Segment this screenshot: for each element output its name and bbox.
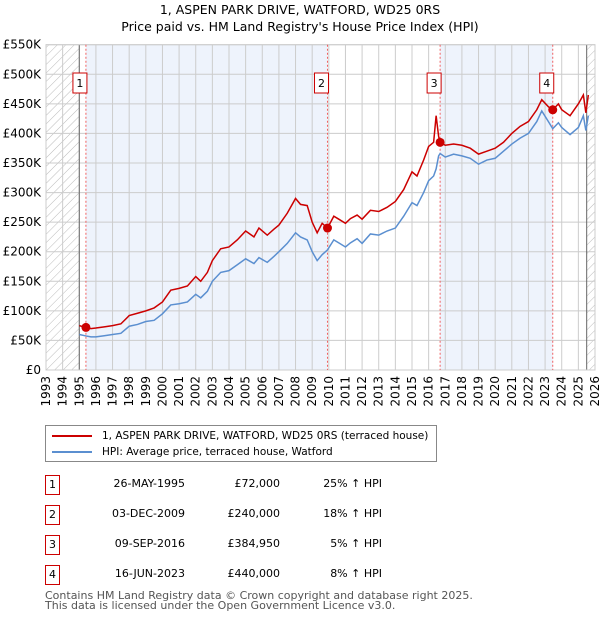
sale-price: £440,000 [227,567,281,580]
x-tick-label: 2001 [172,376,186,407]
y-tick-label: £400K [3,126,43,140]
sale-label-box [539,72,555,94]
sale-hpi-diff: 8% ↑ HPI [330,567,382,580]
shaded-ownership-period [440,44,553,370]
legend-label: 1, ASPEN PARK DRIVE, WATFORD, WD25 0RS (… [102,430,429,442]
sale-number-badge: 1 [45,475,60,495]
y-tick-label: £200K [3,245,43,259]
sale-price: £72,000 [234,477,281,490]
sale-row: 3 09-SEP-2016 £384,950 5% ↑ HPI [45,535,465,555]
x-tick-label: 2019 [472,376,486,407]
sale-label-box [313,72,329,94]
x-tick-label: 2000 [155,376,169,407]
x-tick-label: 2007 [272,376,286,407]
sale-date: 03-DEC-2009 [111,507,185,520]
x-tick-label: 2025 [571,376,585,407]
x-tick-label: 2021 [505,376,519,407]
x-tick-label: 2004 [222,376,236,407]
y-tick-label: £500K [3,67,43,81]
sale-number-badge: 2 [45,505,60,525]
x-tick-label: 1993 [39,376,53,407]
x-tick-label: 1997 [106,376,120,407]
y-tick-label: £250K [3,215,43,229]
x-tick-label: 2013 [372,376,386,407]
sale-hpi-diff: 25% ↑ HPI [323,477,382,490]
x-tick-label: 2017 [438,376,452,407]
sale-row: 1 26-MAY-1995 £72,000 25% ↑ HPI [45,475,465,495]
x-tick-label: 1995 [72,376,86,407]
sale-label-number: 3 [431,77,438,90]
x-tick-label: 2008 [289,376,303,407]
plot-border [45,44,596,371]
y-tick-label: £300K [3,186,43,200]
x-tick-label: 2024 [555,376,569,407]
chart-title: 1, ASPEN PARK DRIVE, WATFORD, WD25 0RS [159,2,441,17]
legend-blue-line [52,451,92,453]
hpi-line [79,109,590,338]
sale-point [322,223,332,233]
y-tick-label: £450K [3,97,43,111]
property-price-line [79,92,590,330]
sale-label-number: 4 [543,77,550,90]
x-tick-label: 2026 [588,376,600,407]
x-tick-label: 2012 [355,376,369,407]
sale-date: 09-SEP-2016 [114,537,185,550]
sale-hpi-diff: 5% ↑ HPI [330,537,382,550]
legend-item-property: 1, ASPEN PARK DRIVE, WATFORD, WD25 0RS (… [46,428,428,444]
sale-label-number: 2 [318,77,325,90]
sale-number-badge: 4 [45,565,60,585]
y-tick-label: £550K [3,38,43,52]
sale-price: £384,950 [227,537,281,550]
x-tick-label: 2014 [388,376,402,407]
x-tick-label: 1998 [122,376,136,407]
x-tick-label: 2010 [322,376,336,407]
sale-number-badge: 3 [45,535,60,555]
legend: 1, ASPEN PARK DRIVE, WATFORD, WD25 0RS (… [45,425,437,462]
footer-licence: This data is licensed under the Open Gov… [45,599,396,612]
sale-hpi-diff: 18% ↑ HPI [323,507,382,520]
x-tick-label: 2009 [305,376,319,407]
y-tick-label: £50K [10,333,42,347]
sale-row: 4 16-JUN-2023 £440,000 8% ↑ HPI [45,565,465,585]
x-tick-label: 1994 [56,376,70,407]
y-tick-label: £350K [3,156,43,170]
x-tick-label: 1996 [89,376,103,407]
sale-point [435,137,445,147]
x-tick-label: 2006 [255,376,269,407]
x-tick-label: 2022 [521,376,535,407]
y-tick-label: £0 [26,363,41,377]
legend-label: HPI: Average price, terraced house, Watf… [102,446,333,458]
sale-point [81,322,91,332]
x-tick-label: 1999 [139,376,153,407]
x-tick-label: 2018 [455,376,469,407]
x-tick-label: 2016 [422,376,436,407]
x-tick-label: 2015 [405,376,419,407]
legend-red-line [52,435,92,437]
shaded-ownership-period [85,44,328,370]
legend-item-hpi: HPI: Average price, terraced house, Watf… [46,444,333,460]
sale-label-box [426,72,442,94]
footer-copyright: Contains HM Land Registry data © Crown c… [45,589,473,602]
x-tick-label: 2020 [488,376,502,407]
sale-label-box [72,72,88,94]
y-tick-label: £150K [3,274,43,288]
chart-subtitle: Price paid vs. HM Land Registry's House … [121,19,479,34]
sale-point [548,105,558,115]
x-tick-label: 2003 [205,376,219,407]
sale-label-number: 1 [76,77,83,90]
y-tick-label: £100K [3,304,43,318]
sale-price: £240,000 [227,507,281,520]
x-tick-label: 2023 [538,376,552,407]
sale-date: 16-JUN-2023 [114,567,185,580]
x-tick-label: 2011 [338,376,352,407]
sale-row: 2 03-DEC-2009 £240,000 18% ↑ HPI [45,505,465,525]
sale-date: 26-MAY-1995 [113,477,185,490]
price-chart: £0 £50K £100K £150K £200K £250K £300K £350K £400… [3,38,600,407]
x-tick-label: 2005 [239,376,253,407]
x-tick-label: 2002 [189,376,203,407]
hatched-no-data-region [586,44,595,370]
